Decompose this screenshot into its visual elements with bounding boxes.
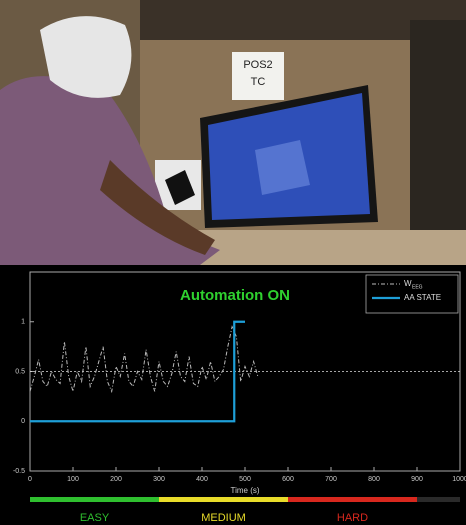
paper-shape (165, 170, 195, 205)
sign-text: POS2 (243, 59, 272, 71)
x-tick-label: 400 (196, 476, 208, 483)
x-tick-label: 500 (239, 476, 251, 483)
difficulty-label: EASY (80, 512, 110, 524)
eeg-cap (40, 16, 132, 98)
x-tick-label: 0 (28, 476, 32, 483)
series-line (29, 325, 259, 394)
difficulty-label: MEDIUM (201, 512, 246, 524)
difficulty-band (417, 497, 460, 502)
photo: POS2 TC (0, 0, 466, 266)
doorway (410, 20, 466, 265)
sign (232, 52, 284, 100)
x-tick-label: 900 (411, 476, 423, 483)
person-arm (100, 160, 215, 255)
difficulty-label: HARD (337, 512, 368, 524)
legend-label: W (404, 279, 412, 288)
legend-label: AA STATE (404, 293, 441, 302)
legend-subscript: EEG (412, 284, 423, 290)
legend (365, 274, 459, 314)
chart-title: Automation ON (180, 287, 290, 304)
screen-shape (255, 140, 310, 195)
x-axis-label: Time (s) (230, 486, 259, 495)
x-tick-label: 800 (368, 476, 380, 483)
y-tick-label: -0.5 (13, 468, 25, 475)
x-tick-label: 300 (153, 476, 165, 483)
difficulty-band (288, 497, 417, 502)
difficulty-band (159, 497, 288, 502)
y-tick-label: 0 (21, 418, 25, 425)
x-tick-label: 100 (67, 476, 79, 483)
y-tick-label: 0.5 (15, 368, 25, 375)
difficulty-band (30, 497, 159, 502)
series-line (30, 320, 245, 423)
x-tick-label: 1000 (452, 476, 466, 483)
x-tick-label: 200 (110, 476, 122, 483)
x-tick-label: 700 (325, 476, 337, 483)
sign-text: TC (251, 76, 266, 88)
y-tick-label: 1 (21, 319, 25, 326)
x-tick-label: 600 (282, 476, 294, 483)
